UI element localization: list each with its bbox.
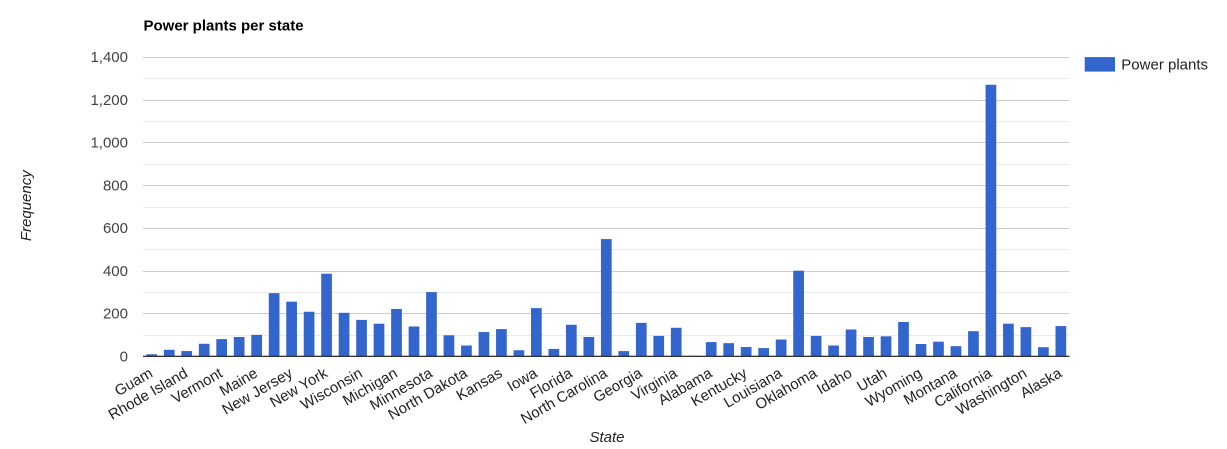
svg-text:200: 200 (103, 306, 128, 323)
svg-text:Frequency: Frequency (18, 169, 35, 241)
svg-text:800: 800 (103, 177, 128, 194)
svg-text:600: 600 (103, 220, 128, 237)
svg-text:1,400: 1,400 (90, 49, 128, 66)
svg-text:State: State (589, 429, 624, 446)
svg-text:1,000: 1,000 (90, 135, 128, 152)
svg-text:Power plants per state: Power plants per state (144, 18, 304, 35)
svg-text:Power plants: Power plants (1121, 57, 1208, 74)
svg-text:400: 400 (103, 263, 128, 280)
svg-text:1,200: 1,200 (90, 92, 128, 109)
svg-text:0: 0 (120, 348, 128, 365)
